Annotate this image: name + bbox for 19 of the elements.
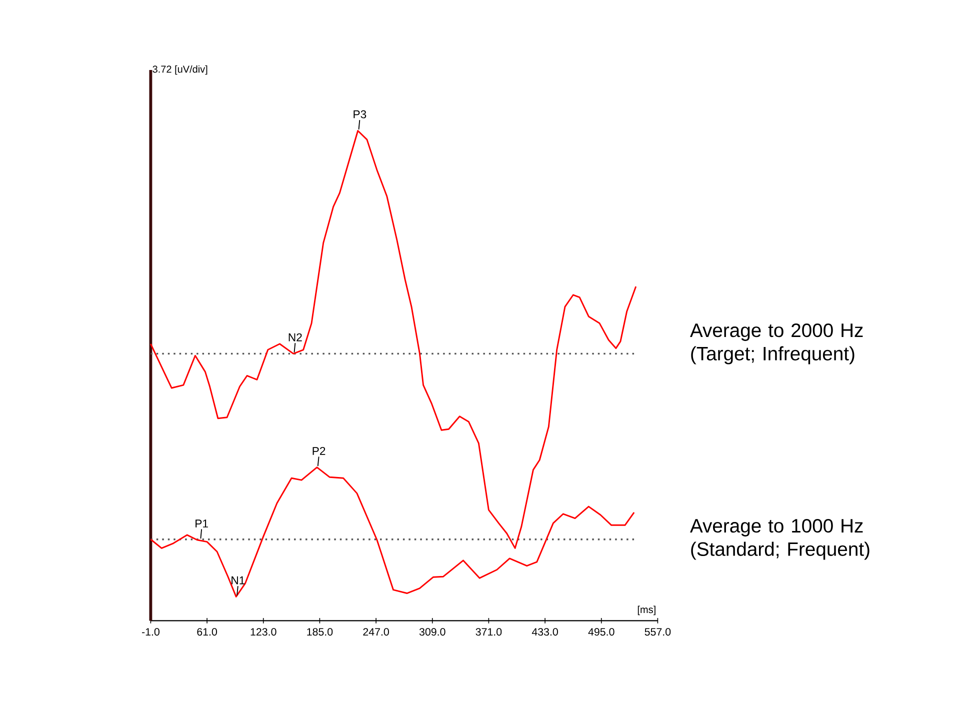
x-tick-label: 495.0	[588, 628, 614, 636]
text: Average to 2000 Hz (Target; Infrequent)	[690, 323, 863, 364]
x-axis-title: [ms]	[638, 606, 656, 616]
x-tick-label: 309.0	[419, 628, 446, 636]
x-tick-label: 557.0	[644, 628, 671, 636]
x-tick-label: 247.0	[363, 628, 389, 636]
text: 3.72 [uV/div]	[152, 65, 208, 75]
x-tick-label: 61.0	[197, 628, 217, 636]
x-tick-label: 185.0	[307, 628, 333, 636]
x-tick-label: -1.0	[142, 628, 160, 636]
annotation: P1	[196, 520, 208, 528]
x-tick-label: 371.0	[476, 628, 502, 636]
text: Average to 1000 Hz (Standard; Frequent)	[690, 518, 870, 560]
annotation: P2	[312, 446, 326, 455]
x-tick-label: 123.0	[250, 628, 276, 636]
annotation: N2	[288, 333, 302, 342]
annotation: N1	[232, 576, 245, 584]
annotation: P3	[354, 110, 366, 118]
x-tick-label: 433.0	[532, 628, 558, 636]
